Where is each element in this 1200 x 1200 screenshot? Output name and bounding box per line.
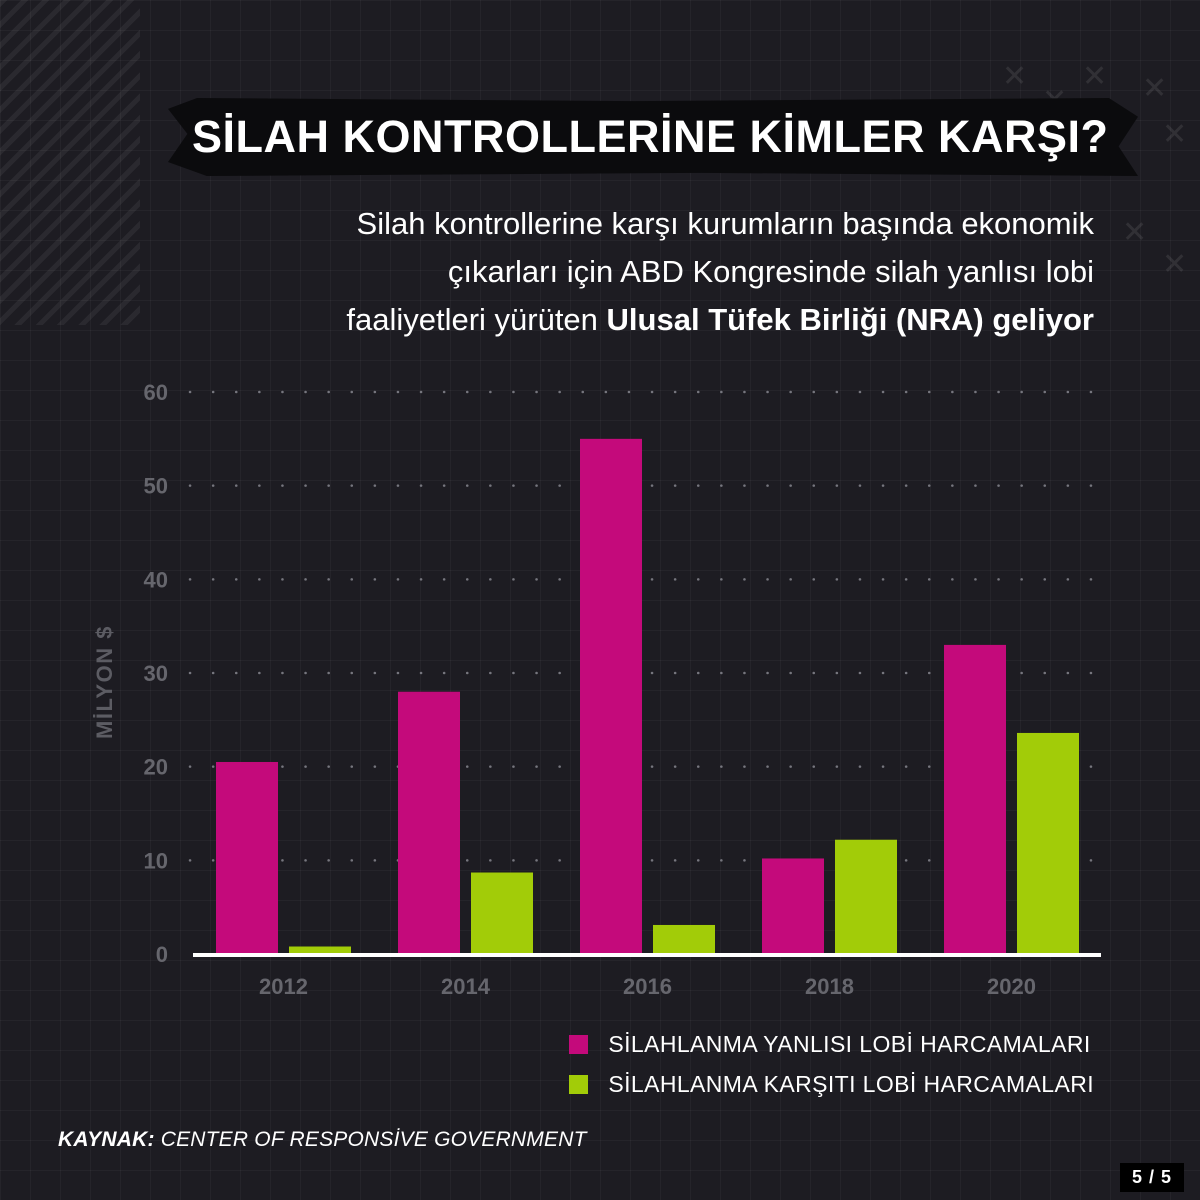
x-tick-label: 2016 <box>623 974 672 999</box>
bar-anti-gun <box>653 924 715 954</box>
bar-pro-gun <box>762 858 824 954</box>
y-tick-label: 50 <box>144 474 168 499</box>
subtitle-line-3-plain: faaliyetleri yürüten <box>346 302 598 337</box>
y-axis-title: MİLYON $ <box>92 625 117 739</box>
legend-item-pro-gun: SİLAHLANMA YANLISI LOBİ HARCAMALARI <box>569 1030 1090 1058</box>
x-tick-label: 2020 <box>987 974 1036 999</box>
bar-pro-gun <box>580 438 642 954</box>
y-tick-label: 60 <box>144 380 168 405</box>
bar-anti-gun <box>1017 732 1079 954</box>
corner-hatch-decoration <box>0 0 140 325</box>
bar-anti-gun <box>471 872 533 954</box>
cross-mark-icon: ✕ <box>1162 117 1188 152</box>
cross-mark-icon: ✕ <box>1122 215 1148 250</box>
y-tick-label: 0 <box>156 942 168 967</box>
x-tick-label: 2018 <box>805 974 854 999</box>
legend-label-pro-gun: SİLAHLANMA YANLISI LOBİ HARCAMALARI <box>608 1031 1091 1057</box>
cross-mark-icon: ✕ <box>1142 71 1168 106</box>
bar-pro-gun <box>216 761 278 954</box>
page-title: SİLAH KONTROLLERİNE KİMLER KARŞI? <box>192 111 1109 162</box>
bar-series <box>216 438 1079 954</box>
y-tick-label: 30 <box>144 661 168 686</box>
y-tick-label: 10 <box>144 848 168 873</box>
page-indicator: 5 / 5 <box>1119 1163 1184 1192</box>
bar-anti-gun <box>289 946 351 954</box>
bar-pro-gun <box>398 691 460 954</box>
page-subtitle: Silah kontrollerine karşı kurumların baş… <box>194 200 1094 344</box>
y-tick-label: 40 <box>144 567 168 592</box>
title-brush-background <box>168 98 1138 176</box>
bar-pro-gun <box>944 644 1006 954</box>
y-tick-label: 20 <box>144 755 168 780</box>
cross-mark-icon: ✕ <box>1002 59 1028 94</box>
subtitle-line-2: çıkarları için ABD Kongresinde silah yan… <box>447 254 1094 289</box>
legend-swatch-pro-gun <box>569 1034 589 1054</box>
subtitle-line-3-bold: Ulusal Tüfek Birliği (NRA) geliyor <box>606 302 1094 337</box>
legend-swatch-anti-gun <box>569 1074 589 1094</box>
source-note: KAYNAK: CENTER OF RESPONSİVE GOVERNMENT <box>58 1128 587 1152</box>
cross-mark-icon: ✕ <box>1162 247 1188 282</box>
cross-mark-icon: ✕ <box>1082 59 1108 94</box>
bar-anti-gun <box>835 839 897 954</box>
subtitle-line-3: faaliyetleri yürüten Ulusal Tüfek Birliğ… <box>194 296 1094 344</box>
x-tick-label: 2012 <box>259 974 308 999</box>
y-axis-ticks: 0 10 20 30 40 50 60 <box>144 380 168 967</box>
chart-legend: SİLAHLANMA YANLISI LOBİ HARCAMALARI SİLA… <box>569 1030 1094 1098</box>
source-text: CENTER OF RESPONSİVE GOVERNMENT <box>160 1128 587 1151</box>
source-label: KAYNAK: <box>58 1128 155 1151</box>
legend-item-anti-gun: SİLAHLANMA KARŞITI LOBİ HARCAMALARI <box>569 1070 1094 1098</box>
x-tick-label: 2014 <box>441 974 491 999</box>
x-axis-ticks: 2012 2014 2016 2018 2020 <box>259 974 1036 999</box>
legend-label-anti-gun: SİLAHLANMA KARŞITI LOBİ HARCAMALARI <box>608 1071 1094 1097</box>
subtitle-line-1: Silah kontrollerine karşı kurumların baş… <box>356 206 1094 241</box>
